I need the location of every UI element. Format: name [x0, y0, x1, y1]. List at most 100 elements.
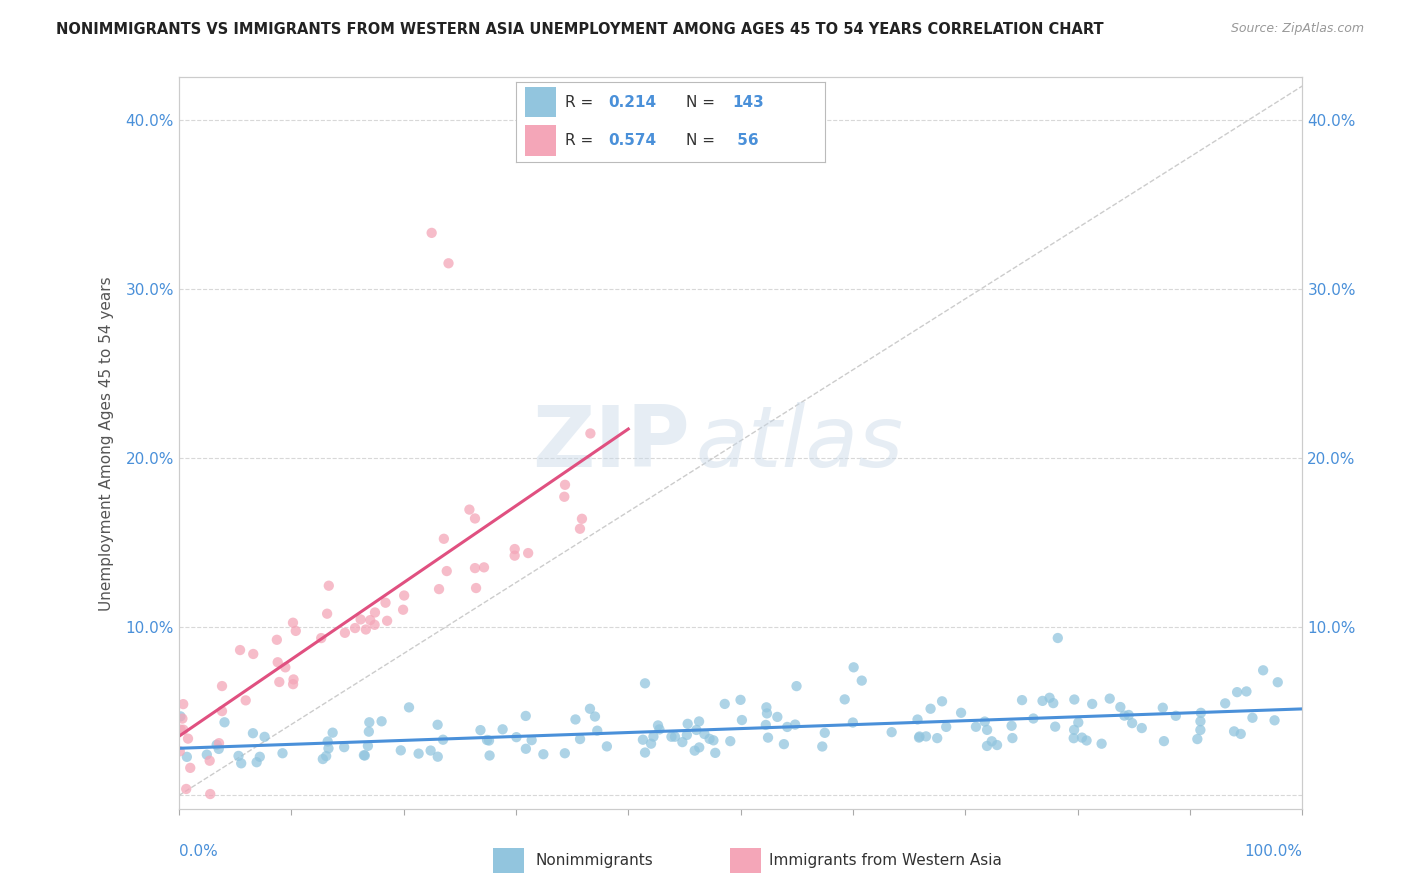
- Point: [755, 700, 778, 714]
- Point: [1189, 706, 1212, 720]
- Point: [1011, 693, 1033, 707]
- Point: [344, 621, 367, 635]
- Point: [208, 742, 231, 756]
- Point: [491, 723, 513, 737]
- Point: [569, 732, 592, 747]
- Point: [359, 715, 381, 730]
- Point: [267, 655, 290, 669]
- Point: [389, 743, 412, 757]
- Point: [266, 632, 288, 647]
- Point: [309, 631, 332, 645]
- Point: [211, 704, 233, 718]
- Text: atlas: atlas: [696, 401, 904, 484]
- Point: [520, 733, 543, 747]
- Text: 0.0%: 0.0%: [179, 845, 218, 859]
- Point: [1189, 714, 1212, 729]
- Point: [318, 579, 340, 593]
- Point: [683, 744, 706, 758]
- Point: [908, 730, 931, 744]
- Point: [564, 713, 586, 727]
- Point: [1264, 714, 1286, 728]
- Point: [375, 614, 398, 628]
- Point: [965, 720, 987, 734]
- Text: Source: ZipAtlas.com: Source: ZipAtlas.com: [1230, 22, 1364, 36]
- Point: [1109, 700, 1132, 714]
- Point: [1076, 733, 1098, 747]
- Text: N =: N =: [686, 95, 720, 111]
- Point: [1187, 732, 1209, 747]
- Point: [198, 754, 221, 768]
- Point: [505, 730, 527, 744]
- Point: [333, 625, 356, 640]
- Point: [465, 581, 488, 595]
- Point: [1114, 708, 1136, 723]
- FancyBboxPatch shape: [526, 87, 557, 117]
- Y-axis label: Unemployment Among Ages 45 to 54 years: Unemployment Among Ages 45 to 54 years: [100, 276, 114, 610]
- Point: [470, 723, 492, 738]
- Point: [531, 747, 554, 762]
- Text: R =: R =: [565, 133, 599, 148]
- Point: [274, 660, 297, 674]
- Point: [235, 693, 257, 707]
- Point: [1223, 724, 1246, 739]
- Point: [755, 706, 778, 721]
- Point: [842, 715, 865, 730]
- Point: [427, 582, 450, 596]
- Point: [814, 726, 837, 740]
- Point: [228, 748, 250, 763]
- FancyBboxPatch shape: [730, 848, 761, 873]
- Point: [229, 643, 252, 657]
- Point: [246, 755, 269, 769]
- Point: [1091, 737, 1114, 751]
- Point: [208, 736, 231, 750]
- Point: [756, 731, 779, 745]
- Point: [685, 723, 707, 737]
- Point: [634, 746, 657, 760]
- Text: Immigrants from Western Asia: Immigrants from Western Asia: [769, 854, 1002, 868]
- Point: [458, 502, 481, 516]
- Point: [169, 709, 191, 723]
- Point: [1121, 716, 1143, 731]
- Point: [693, 727, 716, 741]
- Text: Nonimmigrants: Nonimmigrants: [536, 854, 654, 868]
- Point: [571, 512, 593, 526]
- Text: ZIP: ZIP: [533, 401, 690, 484]
- Point: [1153, 734, 1175, 748]
- Point: [671, 735, 693, 749]
- Text: 143: 143: [733, 95, 765, 111]
- Point: [1189, 723, 1212, 737]
- Point: [174, 781, 197, 796]
- Point: [1038, 690, 1060, 705]
- Point: [596, 739, 619, 754]
- Point: [583, 709, 606, 723]
- Point: [699, 731, 721, 746]
- Point: [773, 737, 796, 751]
- Point: [986, 738, 1008, 752]
- Point: [363, 617, 385, 632]
- Point: [688, 714, 710, 729]
- Point: [364, 606, 387, 620]
- Point: [973, 714, 995, 729]
- Point: [915, 730, 938, 744]
- Point: [1031, 694, 1053, 708]
- Text: 100.0%: 100.0%: [1244, 845, 1302, 859]
- Point: [1236, 684, 1258, 698]
- Point: [433, 532, 456, 546]
- Point: [664, 730, 686, 744]
- Point: [1071, 731, 1094, 745]
- Point: [647, 718, 669, 732]
- Point: [437, 256, 460, 270]
- Point: [920, 702, 942, 716]
- Point: [931, 694, 953, 708]
- Point: [568, 522, 591, 536]
- Point: [554, 477, 576, 491]
- Point: [688, 740, 710, 755]
- Point: [1067, 715, 1090, 730]
- Point: [676, 728, 699, 742]
- Point: [172, 697, 194, 711]
- Point: [1001, 731, 1024, 745]
- Point: [271, 746, 294, 760]
- Point: [1164, 708, 1187, 723]
- Text: R =: R =: [565, 95, 599, 111]
- Text: 0.214: 0.214: [609, 95, 657, 111]
